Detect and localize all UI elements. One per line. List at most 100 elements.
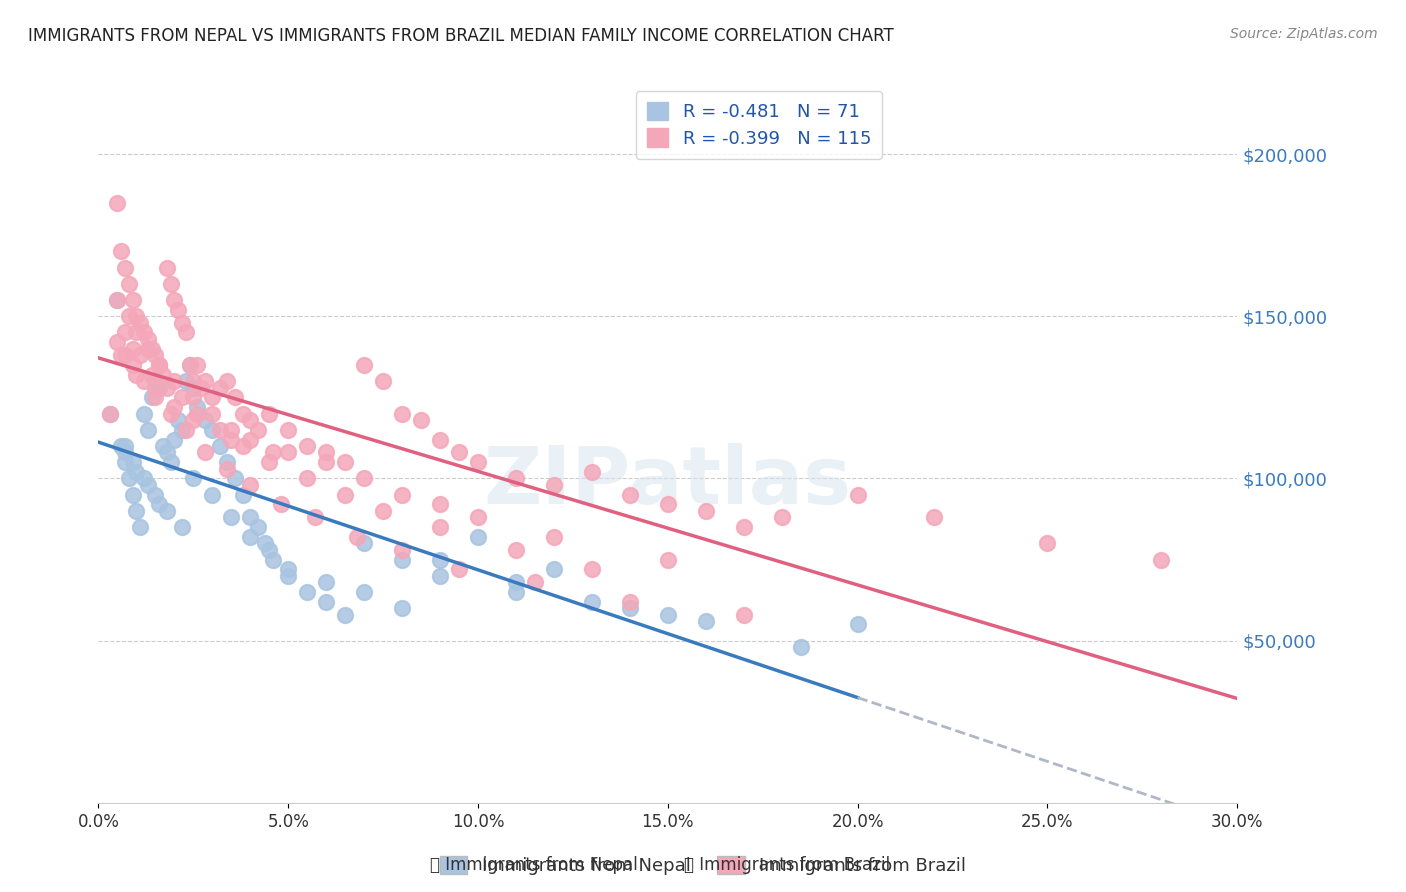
Point — [136, 342, 159, 356]
Point — [315, 455, 337, 469]
Point — [170, 423, 193, 437]
Point — [335, 455, 357, 469]
Point — [922, 510, 945, 524]
Point — [129, 316, 152, 330]
Point — [114, 348, 136, 362]
Point — [315, 595, 337, 609]
Point — [194, 445, 217, 459]
Point — [232, 439, 254, 453]
Point — [315, 575, 337, 590]
Point — [224, 471, 246, 485]
Point — [121, 455, 143, 469]
Point — [505, 575, 527, 590]
Point — [277, 423, 299, 437]
Point — [118, 471, 141, 485]
Point — [335, 607, 357, 622]
Point — [186, 400, 208, 414]
Point — [581, 595, 603, 609]
Point — [121, 293, 143, 307]
Point — [125, 310, 148, 324]
Point — [159, 455, 181, 469]
Point — [201, 423, 224, 437]
Point — [132, 374, 155, 388]
Point — [429, 520, 451, 534]
Point — [221, 433, 243, 447]
Point — [429, 552, 451, 566]
Point — [371, 504, 394, 518]
Point — [770, 510, 793, 524]
Point — [118, 310, 141, 324]
Text: ⬛ Immigrants from Brazil: ⬛ Immigrants from Brazil — [685, 856, 890, 874]
Point — [194, 374, 217, 388]
Point — [353, 471, 375, 485]
Point — [145, 374, 167, 388]
Point — [239, 510, 262, 524]
Point — [232, 407, 254, 421]
Point — [190, 381, 212, 395]
Point — [183, 390, 205, 404]
Point — [114, 455, 136, 469]
Point — [129, 348, 152, 362]
Point — [167, 302, 190, 317]
Point — [156, 381, 179, 395]
Point — [145, 488, 167, 502]
Point — [159, 407, 181, 421]
Point — [221, 510, 243, 524]
Point — [179, 358, 201, 372]
Point — [159, 277, 181, 291]
Point — [145, 381, 167, 395]
Point — [467, 530, 489, 544]
Point — [136, 332, 159, 346]
Point — [98, 407, 121, 421]
Point — [224, 390, 246, 404]
Point — [183, 471, 205, 485]
Point — [505, 542, 527, 557]
Point — [163, 433, 186, 447]
Point — [125, 504, 148, 518]
Point — [353, 536, 375, 550]
Point — [232, 488, 254, 502]
Point — [136, 423, 159, 437]
Point — [467, 455, 489, 469]
Point — [141, 390, 163, 404]
Point — [125, 368, 148, 382]
Point — [733, 520, 755, 534]
Point — [581, 465, 603, 479]
Point — [1150, 552, 1173, 566]
Point — [315, 445, 337, 459]
Point — [619, 595, 641, 609]
Point — [467, 510, 489, 524]
Point — [543, 478, 565, 492]
Point — [179, 358, 201, 372]
Point — [246, 423, 269, 437]
Point — [114, 445, 136, 459]
Point — [239, 413, 262, 427]
Point — [846, 488, 869, 502]
Point — [110, 348, 132, 362]
Point — [141, 342, 163, 356]
Point — [129, 520, 152, 534]
Point — [391, 488, 413, 502]
Point — [156, 445, 179, 459]
Point — [259, 407, 281, 421]
Point — [217, 461, 239, 475]
Legend: R = -0.481   N = 71, R = -0.399   N = 115: R = -0.481 N = 71, R = -0.399 N = 115 — [636, 91, 882, 159]
Point — [543, 530, 565, 544]
Point — [174, 374, 197, 388]
Point — [121, 488, 143, 502]
Point — [277, 562, 299, 576]
Point — [1036, 536, 1059, 550]
Point — [201, 390, 224, 404]
Point — [145, 390, 167, 404]
Point — [110, 244, 132, 259]
Point — [846, 617, 869, 632]
Point — [136, 478, 159, 492]
Point — [145, 348, 167, 362]
Point — [657, 552, 679, 566]
Point — [208, 381, 231, 395]
Point — [186, 358, 208, 372]
Point — [156, 260, 179, 275]
Point — [277, 445, 299, 459]
Point — [107, 195, 129, 210]
Point — [221, 423, 243, 437]
